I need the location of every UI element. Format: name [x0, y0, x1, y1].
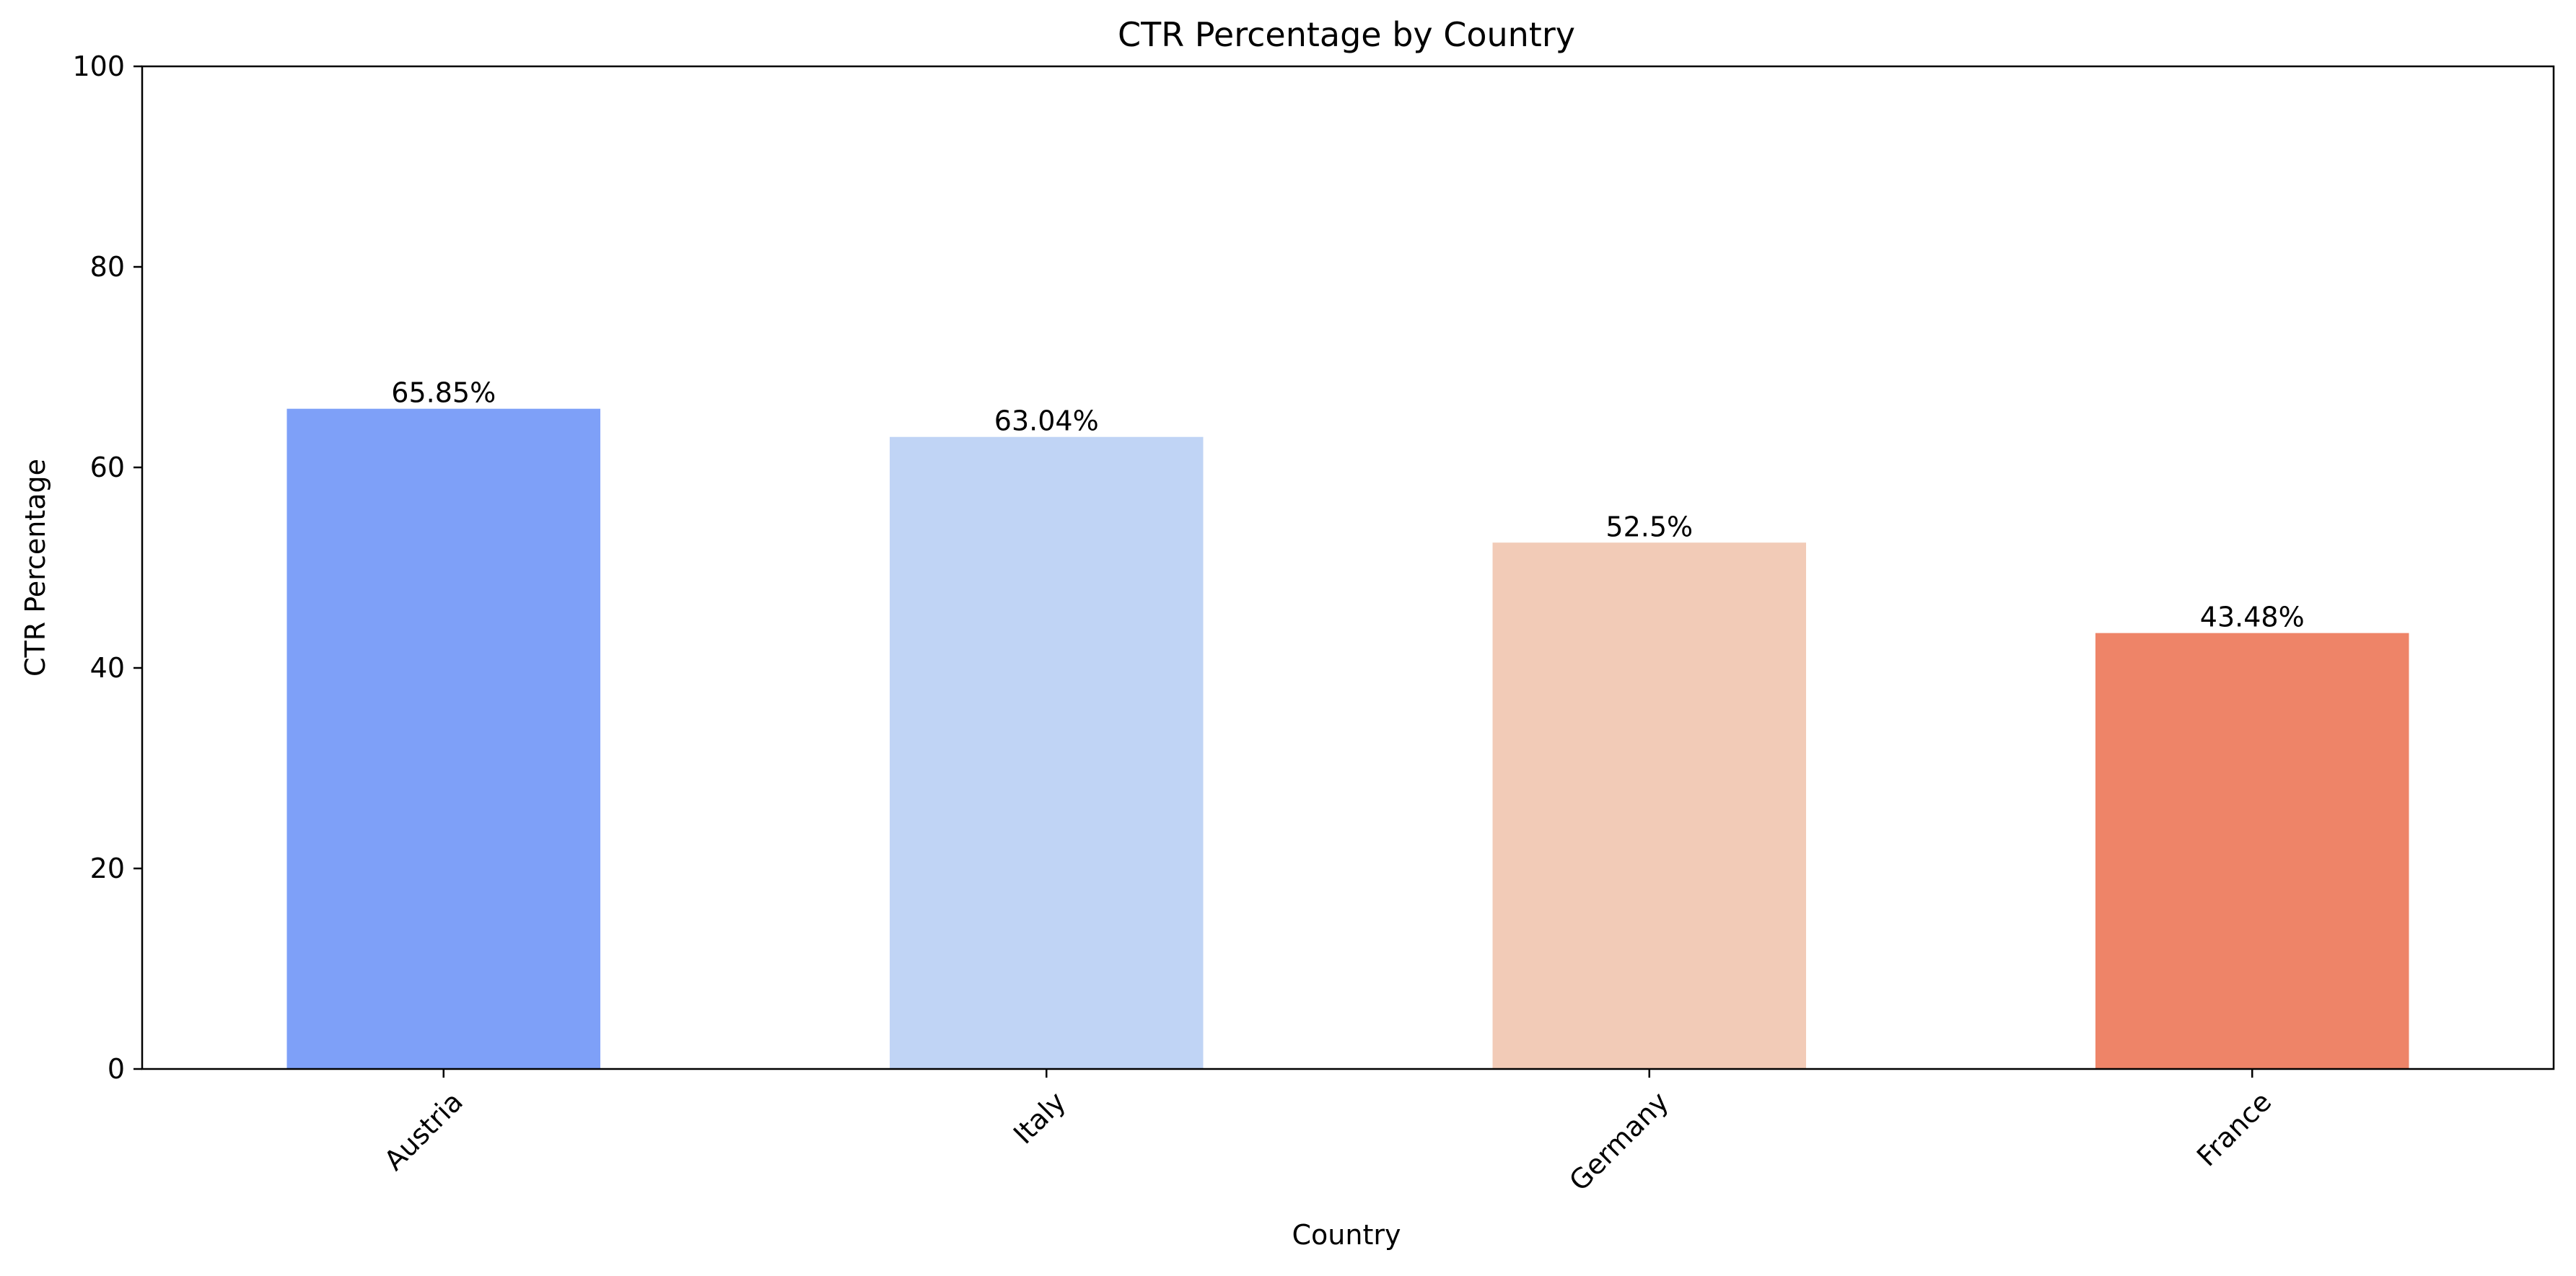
y-tick-label-0: 0 — [108, 1053, 125, 1085]
y-axis: 0 20 40 60 80 100 — [72, 50, 142, 1085]
x-tick-label-austria: Austria — [378, 1086, 469, 1176]
bars-layer — [286, 408, 2409, 1069]
bar-italy — [890, 436, 1204, 1069]
x-tick-label-france: France — [2191, 1086, 2277, 1172]
chart-title: CTR Percentage by Country — [1118, 15, 1575, 54]
value-labels-layer: 65.85% 63.04% 52.5% 43.48% — [391, 377, 2304, 633]
y-tick-label-40: 40 — [90, 652, 125, 684]
value-label-germany: 52.5% — [1605, 511, 1693, 542]
x-tick-label-italy: Italy — [1007, 1086, 1072, 1150]
bar-austria — [286, 408, 600, 1069]
plot-frame — [141, 65, 2555, 1070]
x-axis: Austria Italy Germany France — [378, 1069, 2277, 1197]
value-label-austria: 65.85% — [391, 377, 496, 409]
y-tick-label-100: 100 — [72, 50, 125, 82]
y-tick-label-80: 80 — [90, 251, 125, 283]
y-tick-label-60: 60 — [90, 452, 125, 483]
x-axis-label: Country — [1292, 1219, 1401, 1251]
y-tick-label-20: 20 — [90, 853, 125, 884]
bar-france — [2095, 633, 2409, 1069]
bar-germany — [1492, 542, 1806, 1069]
x-tick-label-germany: Germany — [1563, 1086, 1675, 1197]
value-label-italy: 63.04% — [994, 405, 1099, 437]
y-axis-label: CTR Percentage — [19, 459, 51, 677]
value-label-france: 43.48% — [2200, 602, 2305, 633]
